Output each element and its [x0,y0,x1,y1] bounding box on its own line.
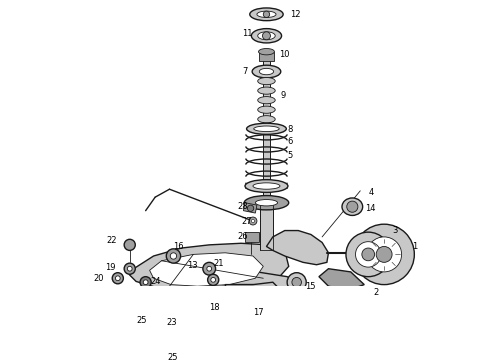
Circle shape [140,277,151,288]
Text: 5: 5 [287,151,293,160]
Text: 11: 11 [242,29,252,38]
Circle shape [166,249,181,263]
Polygon shape [244,203,257,213]
Text: 19: 19 [105,263,116,272]
Text: 18: 18 [209,303,220,312]
Circle shape [292,278,301,287]
Ellipse shape [258,87,275,94]
Circle shape [211,278,216,282]
Circle shape [203,262,216,275]
Bar [263,52,270,195]
Circle shape [124,239,135,251]
Circle shape [347,201,358,212]
Text: 4: 4 [368,188,373,197]
Ellipse shape [259,68,273,75]
Text: 22: 22 [106,235,117,244]
Circle shape [112,273,123,284]
Ellipse shape [244,195,289,210]
Text: 27: 27 [241,216,252,225]
Circle shape [247,205,254,211]
Ellipse shape [259,49,274,55]
Text: 3: 3 [392,226,397,235]
Circle shape [170,253,176,259]
Polygon shape [225,282,285,314]
Circle shape [207,266,212,271]
Text: 13: 13 [187,261,197,270]
Circle shape [376,247,392,262]
Polygon shape [245,232,259,243]
Ellipse shape [253,183,280,189]
Bar [259,52,274,61]
Polygon shape [201,269,296,288]
Circle shape [249,217,257,225]
Text: 1: 1 [412,242,417,251]
Polygon shape [267,230,328,265]
Text: 17: 17 [253,308,264,317]
Circle shape [362,248,374,261]
Circle shape [185,339,194,347]
Text: 15: 15 [305,282,315,291]
Polygon shape [319,269,364,290]
Text: 25: 25 [136,316,147,325]
Ellipse shape [254,126,279,131]
Circle shape [203,306,208,311]
Text: 10: 10 [279,50,290,59]
Circle shape [263,11,270,18]
Circle shape [346,232,391,277]
Circle shape [187,355,192,360]
Circle shape [287,273,306,292]
Ellipse shape [250,8,283,21]
Circle shape [142,301,149,309]
Circle shape [184,316,195,328]
Circle shape [143,319,148,324]
Ellipse shape [251,29,282,43]
Circle shape [251,220,254,222]
Text: 14: 14 [365,204,375,213]
Ellipse shape [246,123,286,134]
Polygon shape [149,253,263,286]
Ellipse shape [252,65,281,78]
Text: 2: 2 [373,288,378,297]
Text: 26: 26 [238,233,248,242]
Text: 12: 12 [290,10,301,19]
Ellipse shape [258,77,275,85]
Text: 23: 23 [167,318,177,327]
Circle shape [208,274,219,285]
Ellipse shape [257,11,276,18]
Circle shape [200,303,211,314]
Ellipse shape [342,198,363,215]
Text: 20: 20 [94,274,104,283]
Polygon shape [130,243,289,290]
Ellipse shape [258,116,275,123]
Text: 9: 9 [281,91,286,100]
Text: 21: 21 [213,260,224,269]
Circle shape [263,32,270,40]
Ellipse shape [258,96,275,104]
Text: 7: 7 [242,67,247,76]
Text: 25: 25 [167,353,177,360]
Ellipse shape [258,106,275,113]
Circle shape [367,237,402,272]
Circle shape [116,276,120,281]
Text: 24: 24 [150,277,161,286]
Text: 16: 16 [173,242,184,251]
Bar [260,203,273,251]
Ellipse shape [258,32,275,40]
Circle shape [124,263,135,274]
Circle shape [354,224,415,285]
Circle shape [143,280,148,285]
Ellipse shape [255,199,278,206]
Text: 28: 28 [238,202,248,211]
Text: 6: 6 [287,137,293,146]
Ellipse shape [245,180,288,192]
Circle shape [127,266,132,271]
Circle shape [356,242,381,267]
Text: 8: 8 [287,125,293,134]
